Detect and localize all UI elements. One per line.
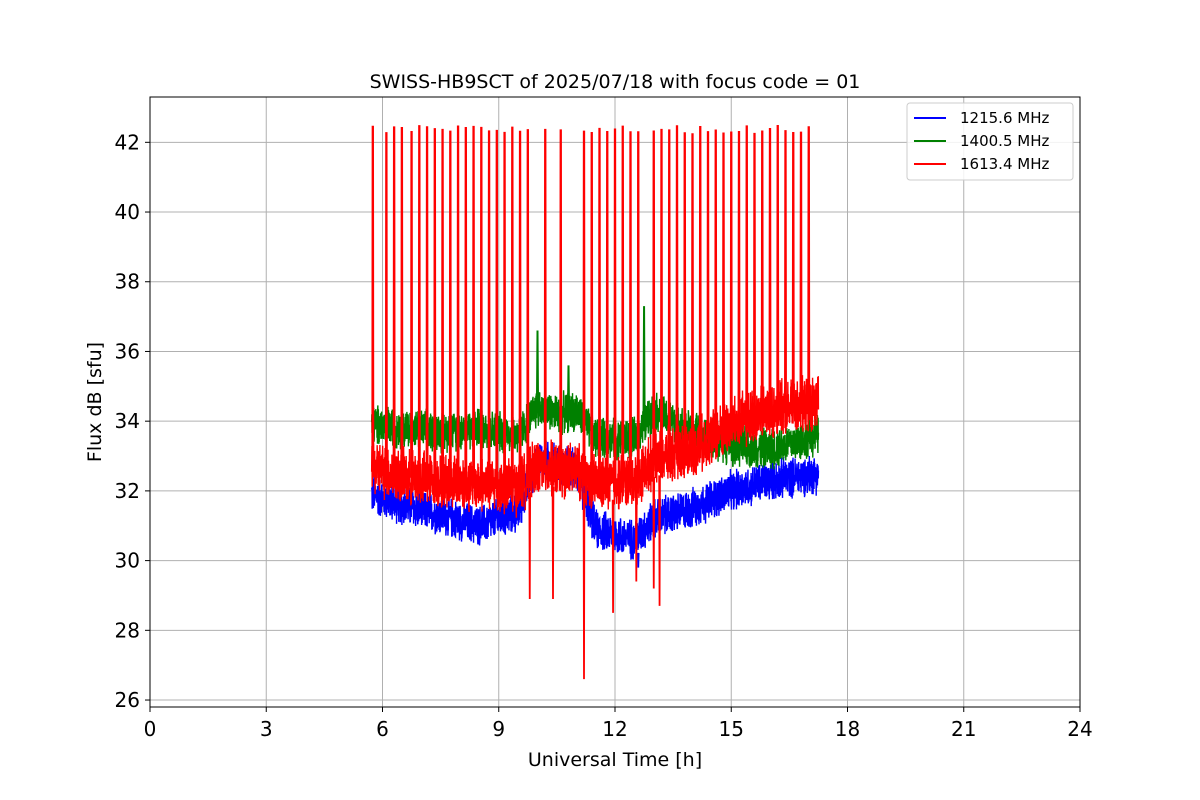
y-tick-label: 38 bbox=[115, 270, 140, 294]
y-tick-label: 32 bbox=[115, 479, 140, 503]
plot-area bbox=[370, 125, 820, 680]
dip-mark bbox=[652, 476, 656, 589]
spike-mark bbox=[441, 128, 445, 481]
x-tick-label: 9 bbox=[492, 717, 505, 741]
spike-mark bbox=[410, 130, 414, 478]
spike-mark bbox=[384, 132, 388, 472]
spike-mark bbox=[448, 130, 452, 482]
spike-mark bbox=[799, 131, 803, 407]
spike-mark bbox=[729, 131, 733, 425]
legend: 1215.6 MHz 1400.5 MHz 1613.4 MHz bbox=[906, 102, 1074, 181]
legend-label: 1400.5 MHz bbox=[960, 132, 1049, 150]
dip-mark bbox=[528, 492, 532, 599]
spike-mark bbox=[776, 125, 780, 410]
legend-label: 1613.4 MHz bbox=[960, 155, 1049, 173]
dip-mark bbox=[551, 486, 555, 599]
spike-mark bbox=[642, 306, 646, 425]
spike-mark bbox=[472, 125, 476, 484]
spike-mark bbox=[675, 125, 679, 454]
legend-label: 1215.6 MHz bbox=[960, 109, 1049, 127]
series-line bbox=[370, 440, 820, 560]
y-tick-label: 36 bbox=[115, 339, 140, 363]
y-tick-label: 40 bbox=[115, 200, 140, 224]
spike-mark bbox=[590, 132, 594, 482]
spike-mark bbox=[791, 131, 795, 408]
y-tick-label: 42 bbox=[115, 130, 140, 154]
spike-mark bbox=[535, 330, 540, 408]
spike-mark bbox=[510, 126, 514, 487]
series-line bbox=[370, 375, 820, 518]
spike-mark bbox=[433, 128, 437, 480]
spike-mark bbox=[526, 129, 530, 477]
spike-mark bbox=[605, 131, 609, 483]
spike-mark bbox=[691, 133, 694, 450]
spike-mark bbox=[425, 126, 429, 480]
spike-mark bbox=[487, 130, 491, 485]
spike-mark bbox=[652, 130, 656, 460]
y-tick-label: 34 bbox=[115, 409, 140, 433]
spike-mark bbox=[760, 130, 764, 414]
spike-mark bbox=[807, 126, 811, 406]
x-tick-label: 12 bbox=[602, 717, 627, 741]
spike-mark bbox=[456, 125, 460, 483]
spike-mark bbox=[392, 126, 396, 475]
spike-mark bbox=[518, 130, 522, 486]
spike-mark bbox=[768, 127, 772, 411]
spike-mark bbox=[417, 125, 421, 479]
spike-mark bbox=[566, 365, 571, 413]
y-axis-label: Flux dB [sfu] bbox=[84, 342, 106, 462]
x-tick-label: 3 bbox=[260, 717, 273, 741]
spike-mark bbox=[613, 128, 617, 483]
spike-mark bbox=[559, 129, 563, 470]
spike-mark bbox=[464, 126, 468, 483]
spike-mark bbox=[745, 125, 749, 420]
spike-mark bbox=[479, 126, 483, 485]
y-tick-label: 30 bbox=[115, 549, 140, 573]
spike-mark bbox=[667, 129, 671, 456]
dip-mark bbox=[611, 499, 615, 613]
spike-mark bbox=[598, 127, 601, 484]
dip-mark bbox=[636, 552, 640, 568]
spike-mark bbox=[543, 128, 547, 468]
spike-mark bbox=[784, 130, 787, 409]
spike-mark bbox=[582, 130, 586, 476]
x-tick-label: 15 bbox=[719, 717, 744, 741]
spike-mark bbox=[706, 131, 710, 440]
x-tick-label: 0 bbox=[144, 717, 157, 741]
series-1613-4-mhz bbox=[370, 125, 820, 680]
spike-mark bbox=[683, 132, 687, 452]
spike-mark bbox=[660, 128, 663, 458]
spike-mark bbox=[737, 131, 741, 422]
spike-mark bbox=[714, 129, 718, 435]
spike-mark bbox=[629, 131, 632, 481]
spike-mark bbox=[698, 126, 702, 445]
x-tick-label: 24 bbox=[1067, 717, 1092, 741]
spike-mark bbox=[503, 131, 507, 487]
x-tick-label: 6 bbox=[376, 717, 389, 741]
spike-mark bbox=[400, 126, 404, 477]
spike-mark bbox=[753, 132, 756, 417]
spike-mark bbox=[495, 129, 499, 486]
series-1400-5-mhz bbox=[370, 306, 820, 470]
y-axis: 26 28 30 32 34 36 38 40 42 bbox=[115, 130, 150, 712]
spike-mark bbox=[371, 125, 375, 467]
x-tick-label: 18 bbox=[835, 717, 860, 741]
x-axis-label: Universal Time [h] bbox=[528, 749, 702, 771]
spike-mark bbox=[722, 132, 725, 430]
legend-box bbox=[906, 102, 1074, 181]
spike-mark bbox=[636, 131, 640, 477]
y-tick-label: 26 bbox=[115, 688, 140, 712]
spike-mark bbox=[621, 125, 625, 482]
dip-mark bbox=[582, 492, 586, 680]
series-line bbox=[370, 390, 820, 470]
series-1215-6-mhz bbox=[370, 440, 820, 568]
y-tick-label: 28 bbox=[115, 618, 140, 642]
chart-title: SWISS-HB9SCT of 2025/07/18 with focus co… bbox=[370, 71, 861, 93]
x-tick-label: 21 bbox=[951, 717, 976, 741]
dip-mark bbox=[658, 475, 661, 606]
x-axis: 0 3 6 9 12 15 18 21 24 bbox=[144, 707, 1093, 741]
dip-mark bbox=[635, 495, 638, 582]
